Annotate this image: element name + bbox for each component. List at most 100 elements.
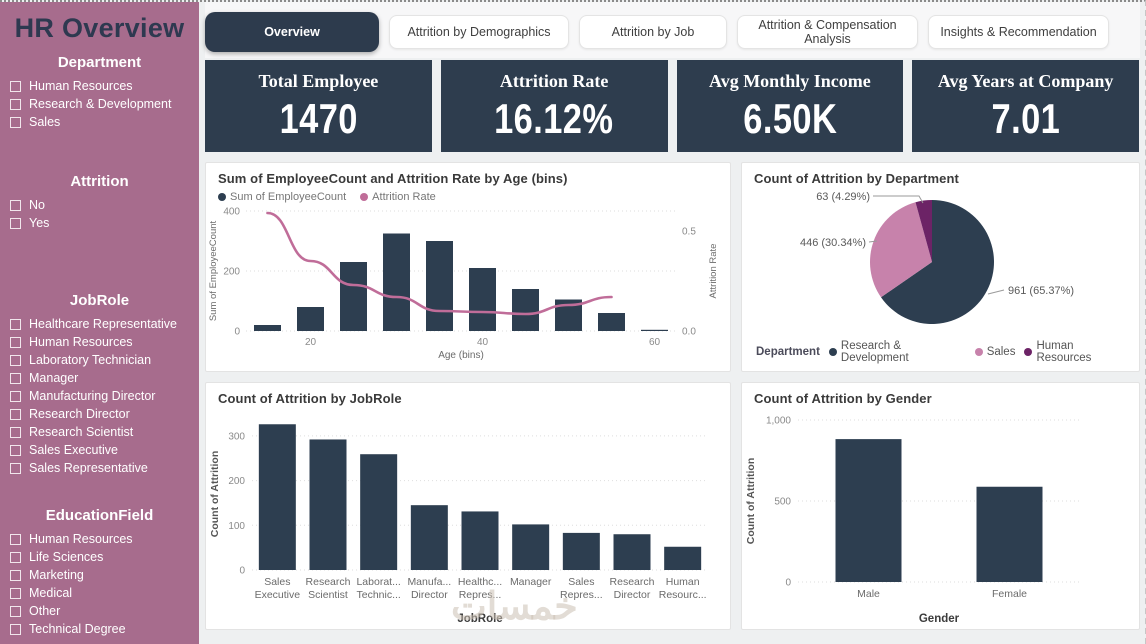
checkbox-icon[interactable] <box>10 462 21 474</box>
checkbox-icon[interactable] <box>10 80 21 92</box>
filter-option-human-resources[interactable]: Human Resources <box>0 333 199 351</box>
checkbox-icon[interactable] <box>10 551 21 563</box>
tab-insights-recommendation[interactable]: Insights & Recommendation <box>928 15 1109 49</box>
department-legend: Department Research & Development Sales Hum… <box>742 338 1139 364</box>
tab-attrition-compensation-analysis[interactable]: Attrition & Compensation Analysis <box>737 15 918 49</box>
filter-panel: Department Human Resources Research & Deve… <box>0 54 199 638</box>
chart-card-department: Count of Attrition by Department 961 (65… <box>741 162 1140 372</box>
filter-option-manager[interactable]: Manager <box>0 369 199 387</box>
filter-option-sales-executive[interactable]: Sales Executive <box>0 441 199 459</box>
filter-option-yes[interactable]: Yes <box>0 214 199 232</box>
checkbox-icon[interactable] <box>10 390 21 402</box>
svg-text:60: 60 <box>649 337 661 348</box>
filter-option-no[interactable]: No <box>0 196 199 214</box>
checkbox-icon[interactable] <box>10 116 21 128</box>
tab-attrition-by-job[interactable]: Attrition by Job <box>579 15 727 49</box>
filter-option-label: Yes <box>29 216 50 230</box>
filter-option-laboratory-technician[interactable]: Laboratory Technician <box>0 351 199 369</box>
gender-bar-chart[interactable]: 0 500 1,000 Male Female Gender Count of Attrit… <box>742 406 1132 628</box>
filter-option-label: Sales <box>29 115 61 129</box>
filter-option-label: Sales Representative <box>29 461 148 475</box>
filter-option-label: Technical Degree <box>29 622 126 636</box>
age-chart-legend: Sum of EmployeeCount Attrition Rate <box>206 186 730 203</box>
filter-option-sales-representative[interactable]: Sales Representative <box>0 459 199 477</box>
bar-sales-executive <box>258 424 296 570</box>
filter-section-title: Department <box>57 54 142 71</box>
checkbox-icon[interactable] <box>10 569 21 581</box>
filter-option-healthcare-representative[interactable]: Healthcare Representative <box>0 315 199 333</box>
filter-option-technical-degree[interactable]: Technical Degree <box>0 620 199 638</box>
bar-research-scientist <box>309 439 347 570</box>
pie-slice-sales <box>870 202 932 298</box>
filter-option-human-resources[interactable]: Human Resources <box>0 77 199 95</box>
checkbox-icon[interactable] <box>10 623 21 635</box>
filter-option-research-development[interactable]: Research & Development <box>0 95 199 113</box>
department-pie-chart[interactable]: 961 (65.37%) 446 (30.34%) 63 (4.29%) <box>742 186 1139 338</box>
chart-card-jobrole: Count of Attrition by JobRole 0 100 200 300… <box>205 382 731 630</box>
age-combo-chart[interactable]: 0 200 400 0.0 0.5 20 40 60 Age (bins) Sum of Empl… <box>206 203 722 362</box>
kpi-value: 16.12% <box>494 95 614 142</box>
kpi-title: Avg Years at Company <box>937 71 1114 91</box>
bar-age-40 <box>469 268 496 331</box>
tab-overview[interactable]: Overview <box>205 12 379 52</box>
checkbox-icon[interactable] <box>10 318 21 330</box>
checkbox-icon[interactable] <box>10 336 21 348</box>
checkbox-icon[interactable] <box>10 354 21 366</box>
svg-text:0: 0 <box>239 566 245 577</box>
checkbox-icon[interactable] <box>10 426 21 438</box>
svg-text:100: 100 <box>228 521 245 532</box>
filter-option-research-scientist[interactable]: Research Scientist <box>0 423 199 441</box>
filter-option-label: Sales Executive <box>29 443 118 457</box>
filter-option-sales[interactable]: Sales <box>0 113 199 131</box>
checkbox-icon[interactable] <box>10 444 21 456</box>
checkbox-icon[interactable] <box>10 372 21 384</box>
jobrole-bar-chart[interactable]: 0100200300SalesExecutiveResearchScientis… <box>206 406 722 628</box>
filter-section-title: JobRole <box>69 292 130 309</box>
filter-section-jobrole: JobRole Healthcare Representative Human Re… <box>0 292 199 477</box>
kpi-card-avg-monthly-income: Avg Monthly Income 6.50K <box>676 60 904 152</box>
kpi-value: 7.01 <box>991 95 1060 142</box>
tab-attrition-by-demographics[interactable]: Attrition by Demographics <box>389 15 569 49</box>
filter-option-manufacturing-director[interactable]: Manufacturing Director <box>0 387 199 405</box>
filter-option-human-resources[interactable]: Human Resources <box>0 530 199 548</box>
checkbox-icon[interactable] <box>10 408 21 420</box>
filter-option-label: Other <box>29 604 61 618</box>
svg-text:20: 20 <box>305 337 317 348</box>
sidebar: HR Overview Department Human Resources Res… <box>0 2 199 644</box>
svg-text:400: 400 <box>223 207 240 218</box>
filter-option-life-sciences[interactable]: Life Sciences <box>0 548 199 566</box>
sidebar-title: HR Overview <box>14 13 185 43</box>
filter-option-other[interactable]: Other <box>0 602 199 620</box>
legend-dot <box>828 348 837 356</box>
checkbox-icon[interactable] <box>10 98 21 110</box>
kpi-card-avg-years-at-company: Avg Years at Company 7.01 <box>912 60 1139 152</box>
filter-option-label: Research & Development <box>29 97 172 111</box>
kpi-title: Attrition Rate <box>499 71 609 91</box>
svg-text:40: 40 <box>477 337 489 348</box>
filter-section-department: Department Human Resources Research & Deve… <box>0 54 199 131</box>
legend-title: Department <box>756 346 820 358</box>
bar-male <box>835 439 902 582</box>
svg-text:Technic...: Technic... <box>356 589 400 601</box>
filter-option-marketing[interactable]: Marketing <box>0 566 199 584</box>
svg-text:Healthc...: Healthc... <box>458 576 502 588</box>
svg-text:Gender: Gender <box>919 613 960 625</box>
filter-option-medical[interactable]: Medical <box>0 584 199 602</box>
bar-age-45 <box>512 289 539 331</box>
charts-grid: Sum of EmployeeCount and Attrition Rate … <box>205 162 1140 630</box>
kpi-card-attrition-rate: Attrition Rate 16.12% <box>440 60 668 152</box>
checkbox-icon[interactable] <box>10 605 21 617</box>
checkbox-icon[interactable] <box>10 533 21 545</box>
bar-age-20 <box>297 307 324 331</box>
filter-option-research-director[interactable]: Research Director <box>0 405 199 423</box>
bar-research-director <box>613 534 651 570</box>
svg-text:Manufa...: Manufa... <box>407 576 451 588</box>
checkbox-icon[interactable] <box>10 199 21 211</box>
filter-option-label: Research Director <box>29 407 130 421</box>
svg-text:300: 300 <box>228 431 245 442</box>
filter-option-label: Life Sciences <box>29 550 104 564</box>
checkbox-icon[interactable] <box>10 587 21 599</box>
checkbox-icon[interactable] <box>10 217 21 229</box>
filter-section-educationfield: EducationField Human Resources Life Scienc… <box>0 507 199 638</box>
